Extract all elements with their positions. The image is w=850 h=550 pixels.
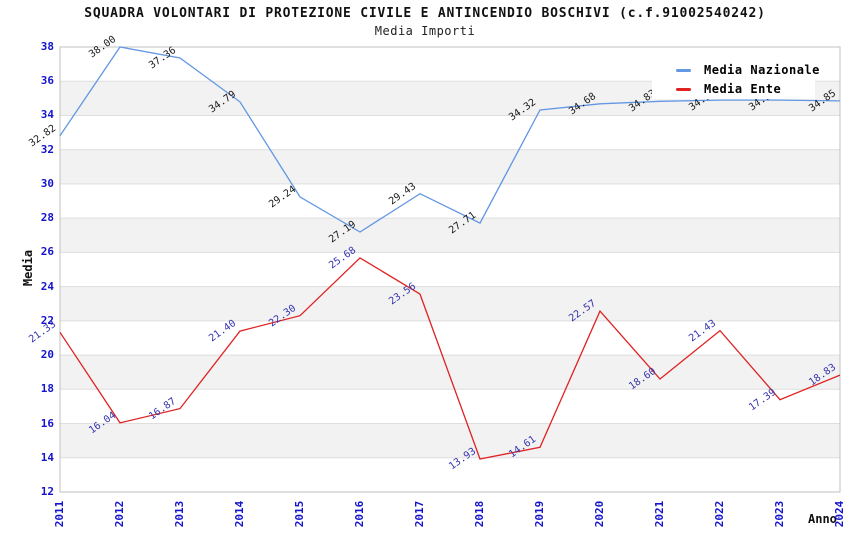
x-tick-2015: 2015 — [293, 500, 306, 528]
x-tick-2019: 2019 — [533, 500, 546, 528]
chart-subtitle: Media Importi — [374, 24, 476, 38]
x-tick-2014: 2014 — [233, 500, 246, 528]
x-tick-2018: 2018 — [473, 500, 486, 528]
x-tick-2021: 2021 — [653, 500, 666, 528]
y-tick-36: 36 — [40, 74, 54, 88]
x-tick-2013: 2013 — [173, 500, 186, 528]
y-tick-28: 28 — [40, 211, 54, 225]
y-tick-38: 38 — [40, 40, 54, 53]
x-axis-title: Anno — [808, 512, 837, 526]
legend-item-media-nazionale: Media Nazionale — [652, 62, 820, 78]
y-tick-20: 20 — [40, 348, 54, 362]
x-tick-2017: 2017 — [413, 500, 426, 528]
y-tick-22: 22 — [40, 313, 54, 327]
y-tick-16: 16 — [40, 416, 54, 430]
chart-title: SQUADRA VOLONTARI DI PROTEZIONE CIVILE E… — [84, 6, 766, 21]
legend-item-media-ente: Media Ente — [652, 81, 781, 97]
y-tick-34: 34 — [40, 108, 54, 122]
y-tick-30: 30 — [40, 176, 54, 190]
media-ente-line-swatch-icon — [676, 87, 691, 91]
x-tick-2023: 2023 — [773, 500, 786, 528]
x-tick-2011: 2011 — [53, 500, 66, 528]
y-tick-26: 26 — [40, 245, 54, 259]
y-tick-24: 24 — [40, 279, 54, 293]
x-tick-2022: 2022 — [713, 500, 726, 528]
x-tick-2024: 2024 — [833, 500, 846, 528]
legend: Media Nazionale Media Ente — [652, 56, 819, 99]
x-tick-2020: 2020 — [593, 500, 606, 528]
legend-label: Media Ente — [704, 82, 782, 96]
x-tick-2012: 2012 — [113, 500, 126, 528]
media-nazionale-line-swatch-icon — [676, 68, 691, 72]
y-tick-14: 14 — [40, 450, 54, 464]
y-tick-18: 18 — [40, 382, 54, 396]
y-tick-32: 32 — [40, 142, 54, 156]
y-tick-12: 12 — [40, 485, 54, 498]
legend-label: Media Nazionale — [704, 63, 820, 77]
x-tick-2016: 2016 — [353, 500, 366, 528]
